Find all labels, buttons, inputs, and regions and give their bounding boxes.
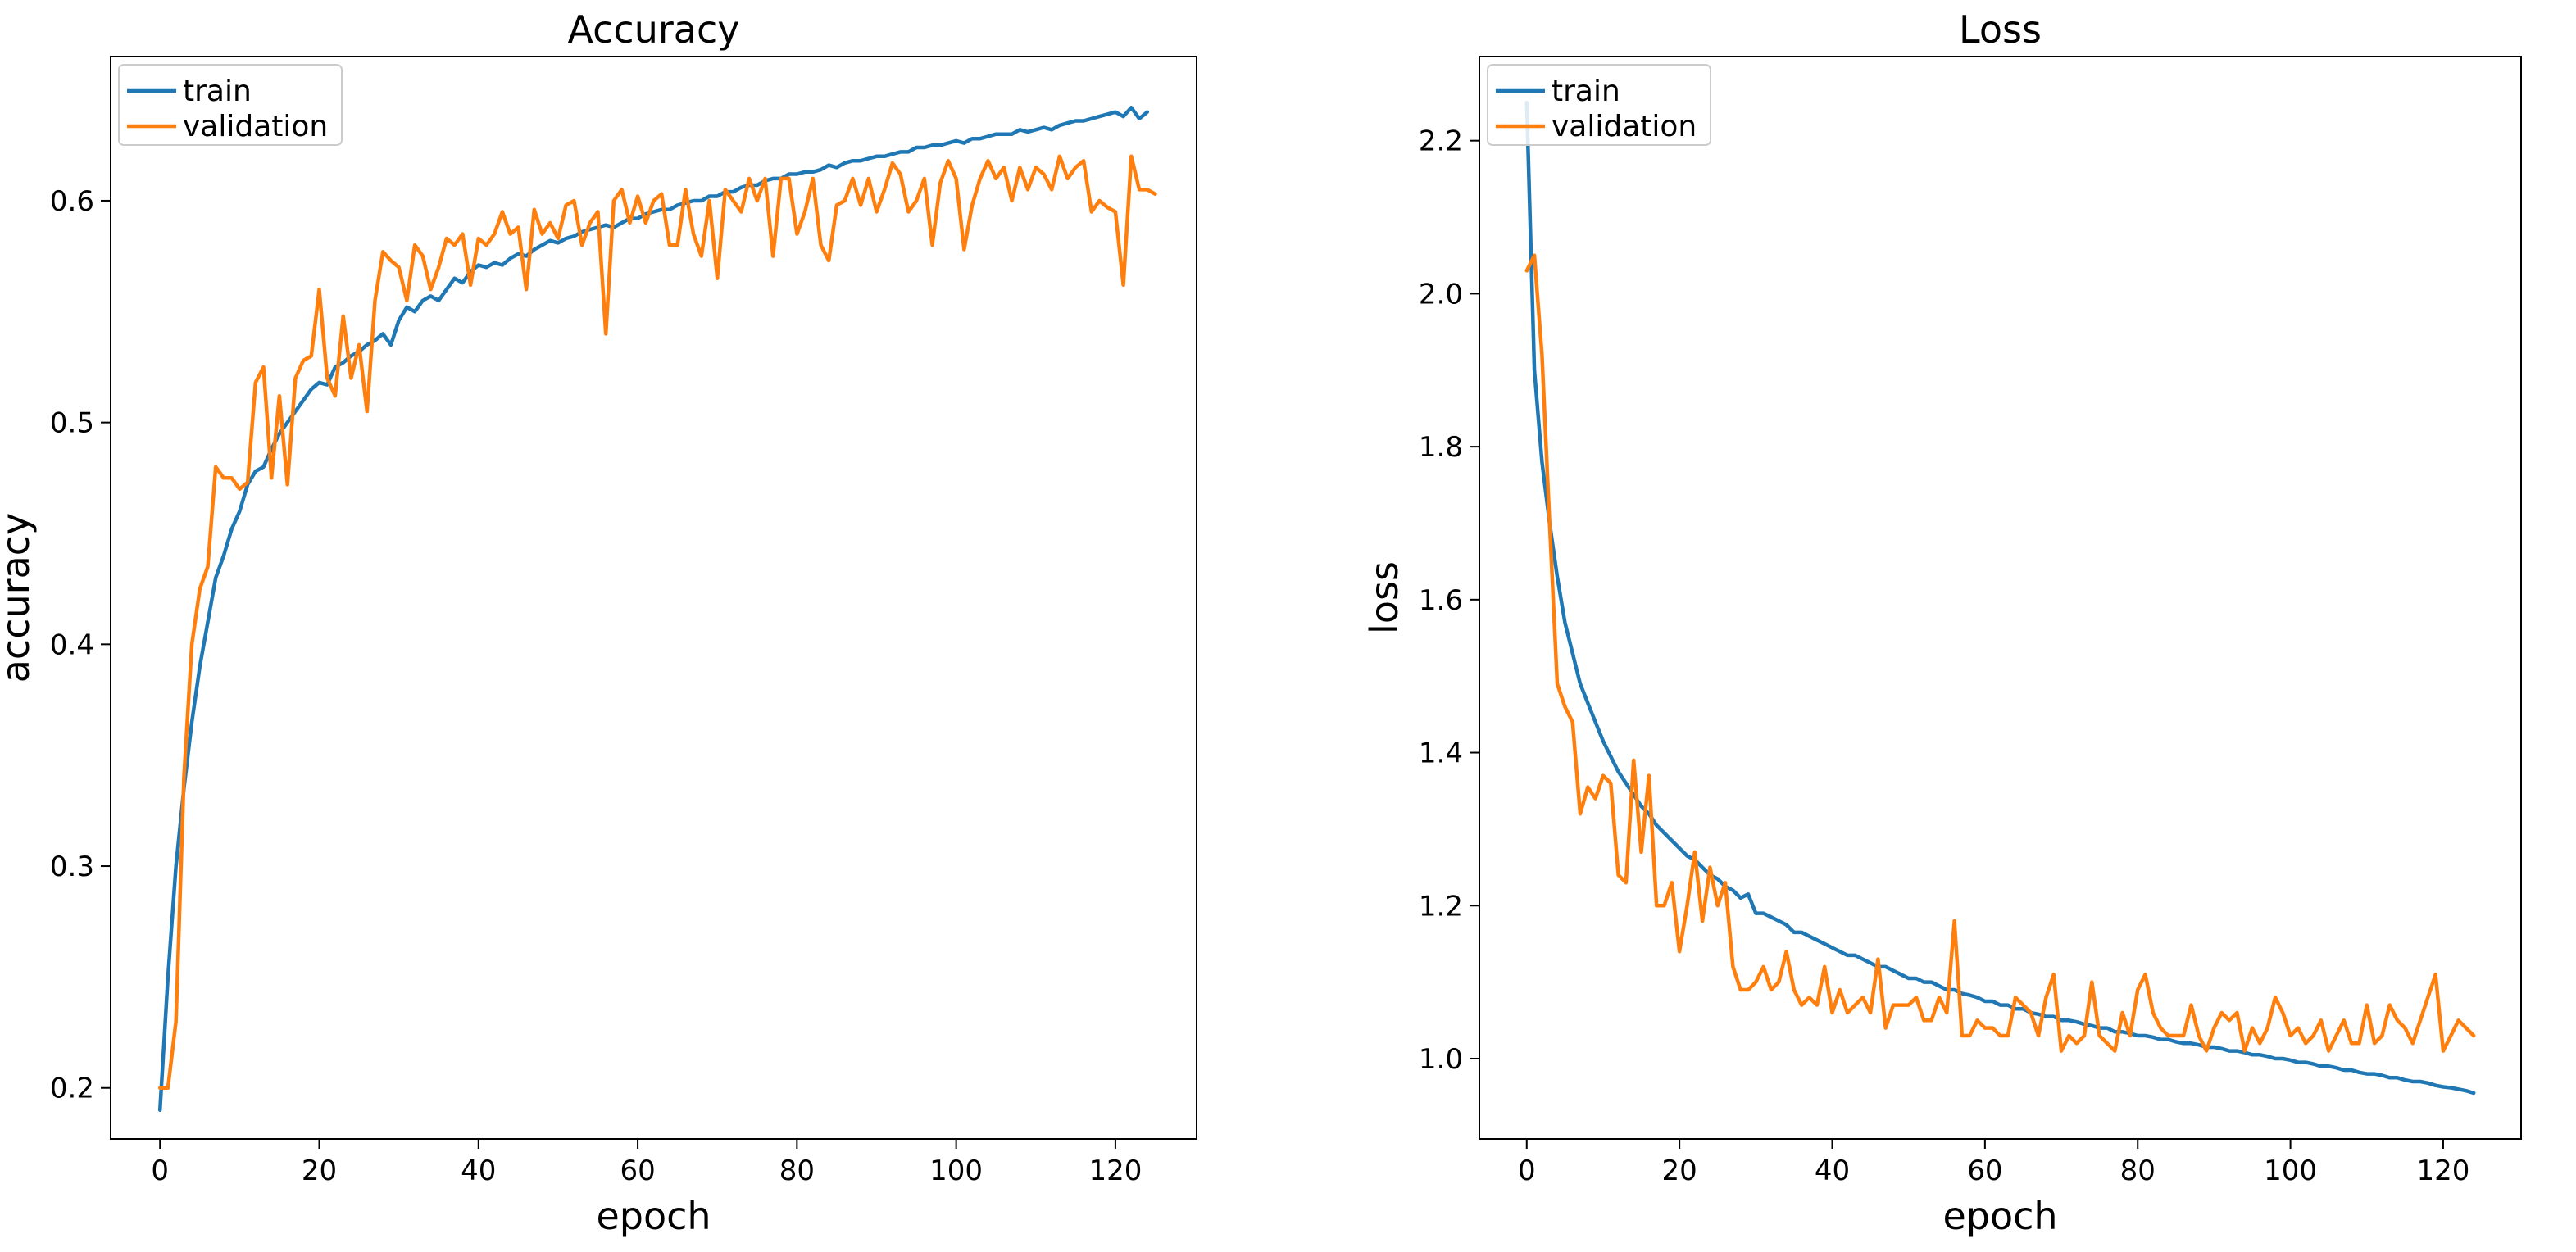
y-tick-label: 1.6	[1419, 584, 1463, 617]
y-tick-label: 1.4	[1419, 737, 1463, 770]
chart-title: Accuracy	[567, 7, 739, 52]
x-tick-label: 0	[1518, 1154, 1536, 1187]
x-tick-label: 120	[2417, 1154, 2470, 1187]
legend-label-train: train	[183, 75, 252, 108]
x-tick-label: 100	[929, 1154, 983, 1187]
y-tick-label: 2.2	[1419, 125, 1463, 158]
series-line-train	[1524, 100, 2476, 1096]
legend-label-validation: validation	[1552, 110, 1697, 143]
legend-label-train: train	[1552, 75, 1620, 108]
series-line-validation	[1524, 253, 2476, 1053]
x-axis-label: epoch	[1942, 1194, 2057, 1238]
y-tick-label: 1.2	[1419, 890, 1463, 923]
x-tick-label: 120	[1088, 1154, 1142, 1187]
series-line-validation	[157, 154, 1157, 1090]
x-axis-label: epoch	[596, 1194, 711, 1238]
chart-loss: 0 20 40 60 80 100 120 1.0 1.2 1.4 1.6 1.8 2.0 2.2 Loss…	[1362, 7, 2522, 1238]
y-tick-label: 0.5	[50, 407, 94, 440]
chart-title: Loss	[1959, 7, 2042, 52]
y-tick-label: 0.3	[50, 851, 94, 883]
x-tick-label: 80	[2120, 1154, 2156, 1187]
y-tick-label: 0.2	[50, 1073, 94, 1105]
y-tick-label: 1.8	[1419, 431, 1463, 464]
x-tick-label: 80	[779, 1154, 815, 1187]
y-axis-label: loss	[1362, 561, 1406, 634]
y-tick-label: 2.0	[1419, 278, 1463, 311]
legend-label-validation: validation	[183, 110, 328, 143]
y-tick-label: 1.0	[1419, 1043, 1463, 1076]
x-tick-label: 20	[1662, 1154, 1697, 1187]
y-tick-label: 0.4	[50, 628, 94, 661]
x-tick-label: 0	[151, 1154, 169, 1187]
series-line-train	[157, 106, 1150, 1113]
y-axis-label: accuracy	[0, 513, 38, 683]
plot-frame	[1479, 56, 2522, 1140]
x-tick-label: 100	[2264, 1154, 2317, 1187]
x-tick-label: 60	[1967, 1154, 2002, 1187]
x-tick-label: 20	[302, 1154, 337, 1187]
plot-frame	[110, 56, 1197, 1140]
y-tick-label: 0.6	[50, 185, 94, 218]
x-tick-label: 40	[461, 1154, 496, 1187]
chart-accuracy: 0 20 40 60 80 100 120 0.2 0.3 0.4 0.5 0.6 Accuracy ep…	[0, 7, 1197, 1238]
x-tick-label: 60	[620, 1154, 655, 1187]
x-tick-label: 40	[1815, 1154, 1850, 1187]
